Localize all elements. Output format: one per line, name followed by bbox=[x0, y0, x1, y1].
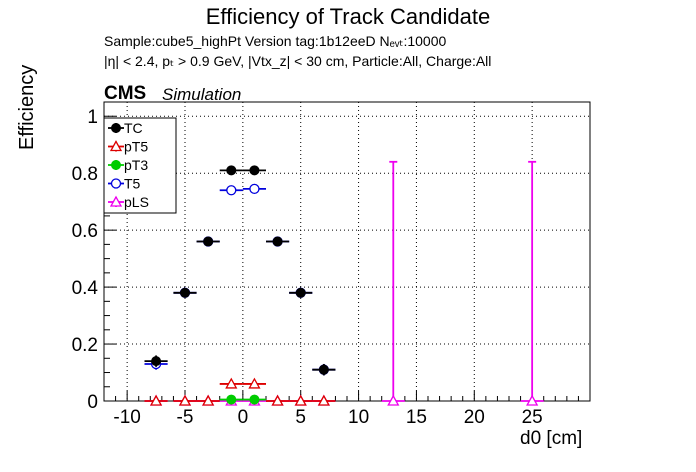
pt5-data-point bbox=[149, 394, 163, 406]
tc-data-point bbox=[180, 287, 190, 298]
legend-t5-label: T5 bbox=[124, 176, 141, 192]
y-tick-label: 0 bbox=[87, 392, 98, 413]
y-tick-label: 0.8 bbox=[72, 164, 98, 185]
y-tick-label: 0.2 bbox=[72, 335, 98, 356]
legend-pt3-marker bbox=[111, 160, 121, 170]
pt5-data-point bbox=[225, 377, 238, 389]
tc-data-point bbox=[272, 236, 283, 247]
pt3-data-point bbox=[226, 394, 237, 405]
legend-pls-marker bbox=[109, 195, 123, 207]
pt5-data-point bbox=[294, 394, 307, 406]
t5-data-point bbox=[226, 185, 237, 196]
chart-title: Efficiency of Track Candidate bbox=[205, 4, 491, 29]
pt5-data-point bbox=[248, 377, 261, 389]
pls-data-point bbox=[387, 394, 400, 406]
legend-pt3-label: pT3 bbox=[124, 157, 148, 173]
cms-label: CMS bbox=[104, 83, 147, 104]
tc-data-point bbox=[151, 356, 162, 367]
legend-t5-marker bbox=[110, 178, 122, 189]
legend-pt5-marker bbox=[109, 140, 123, 152]
x-tick-label: 15 bbox=[406, 407, 427, 428]
selection-info-line: |η| < 2.4, pₜ > 0.9 GeV, |Vtx_z| < 30 cm… bbox=[104, 53, 492, 69]
pt5-data-point bbox=[317, 394, 330, 406]
pt5-data-point bbox=[202, 394, 215, 406]
legend-pt5-label: pT5 bbox=[124, 139, 148, 155]
pls-data-point bbox=[526, 394, 539, 406]
x-tick-label: -10 bbox=[113, 407, 140, 428]
tc-data-point bbox=[203, 236, 214, 247]
pt3-data-point bbox=[249, 394, 260, 405]
x-tick-label: 20 bbox=[464, 407, 485, 428]
sample-info-line: Sample:cube5_highPt Version tag:1b12eeD … bbox=[104, 33, 447, 49]
legend-tc-marker bbox=[111, 123, 121, 133]
x-axis-label: d0 [cm] bbox=[520, 428, 583, 449]
x-tick-label: -5 bbox=[177, 407, 194, 428]
tc-data-point bbox=[295, 287, 306, 298]
x-tick-label: 25 bbox=[522, 407, 543, 428]
tc-data-point bbox=[249, 165, 260, 176]
pt5-data-point bbox=[271, 394, 284, 406]
legend-tc-label: TC bbox=[124, 120, 143, 136]
x-tick-label: 5 bbox=[295, 407, 306, 428]
tc-data-point bbox=[226, 165, 237, 176]
legend-pls-label: pLS bbox=[124, 194, 149, 210]
tc-data-point bbox=[318, 364, 329, 375]
y-tick-label: 0.6 bbox=[72, 221, 98, 242]
t5-data-point bbox=[249, 183, 260, 195]
simulation-label: Simulation bbox=[162, 85, 242, 104]
y-tick-label: 0.4 bbox=[72, 278, 99, 299]
plot-frame bbox=[103, 101, 591, 402]
x-tick-label: 0 bbox=[238, 407, 249, 428]
pt5-data-point bbox=[178, 394, 192, 406]
y-tick-label: 1 bbox=[87, 107, 98, 128]
x-tick-label: 10 bbox=[348, 407, 369, 428]
